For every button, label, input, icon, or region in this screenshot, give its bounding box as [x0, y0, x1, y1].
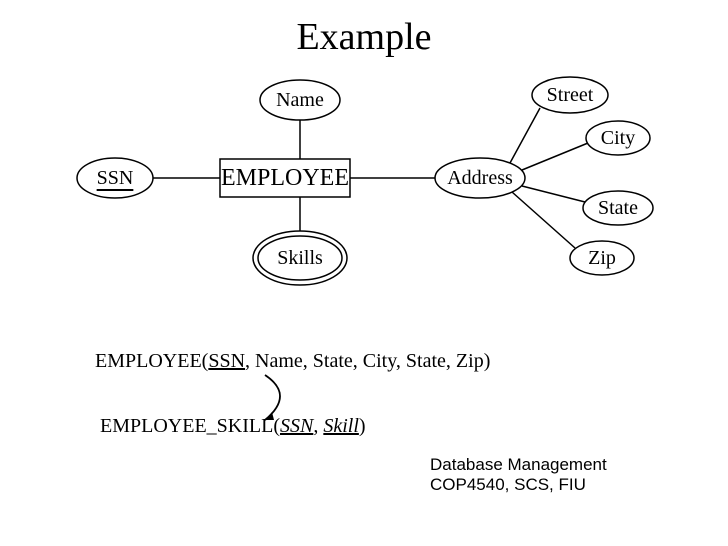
relation-arrow: [265, 375, 280, 420]
svg-text:State: State: [598, 197, 638, 219]
svg-text:SSN: SSN: [97, 167, 134, 189]
svg-text:Zip: Zip: [588, 247, 616, 269]
schema-line-2: EMPLOYEE_SKILL(SSN, Skill): [100, 415, 366, 438]
svg-text:Skills: Skills: [277, 247, 323, 269]
svg-text:EMPLOYEE: EMPLOYEE: [221, 165, 349, 191]
svg-text:Street: Street: [547, 84, 594, 106]
svg-text:Name: Name: [276, 89, 324, 111]
er-diagram: EMPLOYEE SSN Name Skills Address Street City…: [0, 0, 728, 546]
svg-text:City: City: [601, 127, 635, 149]
svg-text:Address: Address: [447, 167, 513, 189]
schema-line-1: EMPLOYEE(SSN, Name, State, City, State, …: [95, 350, 490, 373]
footer: Database Management COP4540, SCS, FIU: [430, 455, 607, 495]
